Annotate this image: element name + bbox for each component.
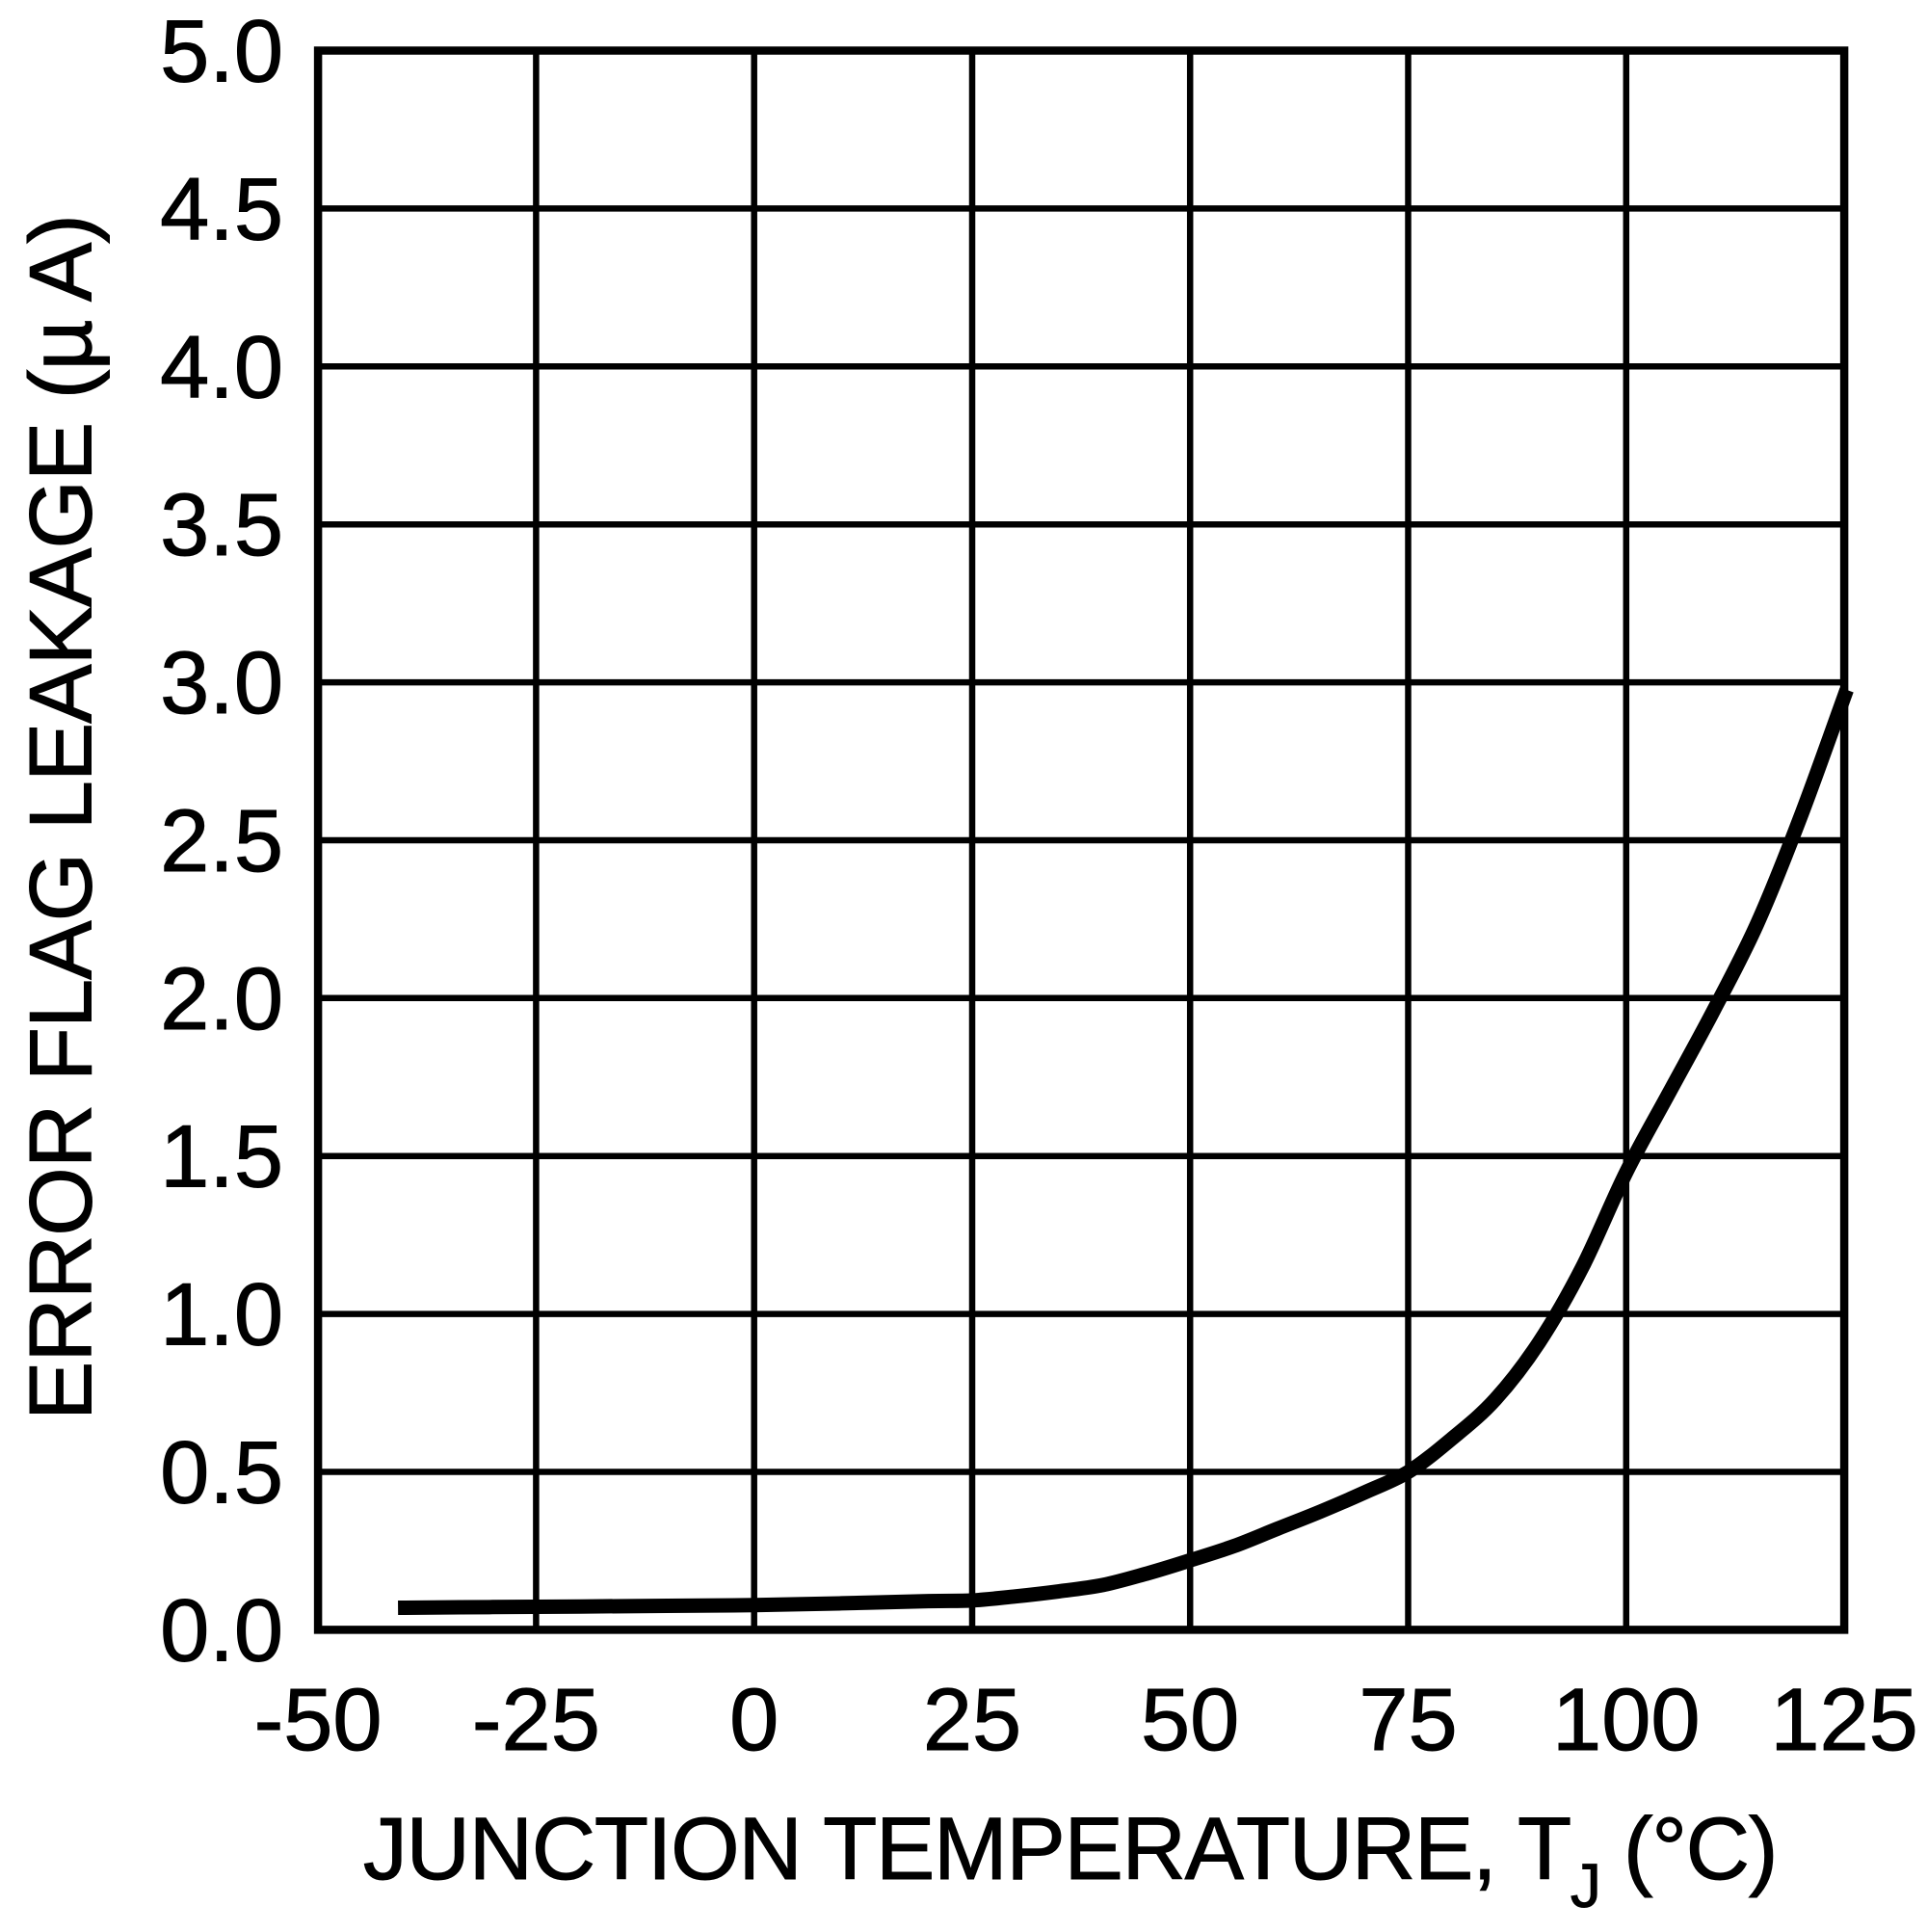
svg-text:3.0: 3.0 [160,634,283,732]
svg-text:1.5: 1.5 [160,1108,283,1206]
svg-text:0.5: 0.5 [160,1424,283,1522]
svg-text:ERROR FLAG LEAKAGE (µ A): ERROR FLAG LEAKAGE (µ A) [13,215,111,1420]
svg-text:-50: -50 [254,1671,383,1769]
svg-text:2.0: 2.0 [160,950,283,1048]
svg-text:0.0: 0.0 [160,1581,283,1680]
svg-text:1.0: 1.0 [160,1266,283,1364]
svg-text:-25: -25 [472,1671,600,1769]
svg-text:0: 0 [729,1671,779,1769]
svg-text:3.5: 3.5 [160,476,283,574]
svg-text:4.5: 4.5 [160,160,283,258]
svg-text:50: 50 [1141,1671,1239,1769]
svg-text:75: 75 [1359,1671,1457,1769]
svg-text:25: 25 [923,1671,1021,1769]
svg-text:5.0: 5.0 [160,3,283,101]
svg-text:2.5: 2.5 [160,792,283,890]
svg-text:4.0: 4.0 [160,318,283,416]
svg-text:100: 100 [1552,1671,1701,1769]
svg-text:125: 125 [1770,1671,1918,1769]
